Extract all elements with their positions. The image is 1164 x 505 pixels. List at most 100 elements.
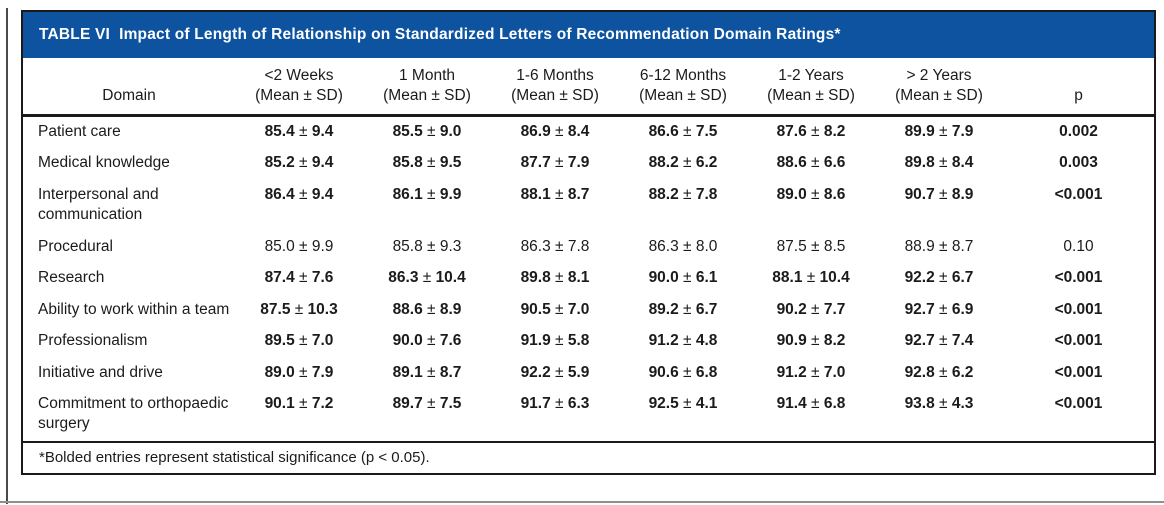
cell-value: 88.2 ± 7.8 bbox=[648, 185, 718, 203]
cell-value: 87.4 ± 7.6 bbox=[264, 269, 334, 287]
cell-value: 90.1 ± 7.2 bbox=[264, 394, 334, 412]
cell-domain: Medical knowledge bbox=[38, 154, 170, 172]
cell-domain: Procedural bbox=[38, 237, 113, 255]
cell-value: 87.5 ± 10.3 bbox=[260, 300, 338, 318]
cell-value: 92.2 ± 6.7 bbox=[904, 269, 974, 287]
cell-p-value: 0.002 bbox=[1059, 122, 1098, 140]
table-footnote: *Bolded entries represent statistical si… bbox=[23, 440, 1154, 473]
cell-value: 91.7 ± 6.3 bbox=[520, 394, 590, 412]
cell-value: 92.5 ± 4.1 bbox=[648, 394, 718, 412]
cell-value: 92.7 ± 6.9 bbox=[904, 300, 974, 318]
table-banner: TABLE VI Impact of Length of Relationshi… bbox=[23, 12, 1154, 58]
cell-value: 91.9 ± 5.8 bbox=[520, 332, 590, 350]
column-header: > 2 Years (Mean ± SD) bbox=[875, 58, 1003, 117]
cell-value: 89.2 ± 6.7 bbox=[648, 300, 718, 318]
column-header: 1 Month (Mean ± SD) bbox=[363, 58, 491, 117]
cell-value: 85.8 ± 9.3 bbox=[392, 237, 462, 255]
cell-value: 91.2 ± 7.0 bbox=[776, 363, 846, 381]
cell-value: 88.6 ± 6.6 bbox=[776, 154, 846, 172]
cell-value: 92.8 ± 6.2 bbox=[904, 363, 974, 381]
column-header: Domain bbox=[23, 58, 235, 117]
cell-domain: Professionalism bbox=[38, 332, 148, 350]
column-header: <2 Weeks (Mean ± SD) bbox=[235, 58, 363, 117]
table-row: Initiative and drive 89.0 ± 7.9 89.1 ± 8.7… bbox=[23, 358, 1154, 389]
cell-value: 90.2 ± 7.7 bbox=[776, 300, 846, 318]
page-edge-line-left bbox=[6, 8, 8, 504]
cell-value: 86.3 ± 10.4 bbox=[388, 269, 466, 287]
table-row: Commitment to orthopaedic surgery 90.1 ± 7… bbox=[23, 389, 1154, 441]
cell-value: 89.1 ± 8.7 bbox=[392, 363, 462, 381]
cell-value: 91.4 ± 6.8 bbox=[776, 394, 846, 412]
column-header: p bbox=[1003, 58, 1154, 117]
table-row: Research 87.4 ± 7.6 86.3 ± 10.4 89.8 ± 8.1 9… bbox=[23, 263, 1154, 294]
cell-value: 92.2 ± 5.9 bbox=[520, 363, 590, 381]
cell-value: 85.8 ± 9.5 bbox=[392, 154, 462, 172]
cell-value: 89.0 ± 7.9 bbox=[264, 363, 334, 381]
cell-value: 88.2 ± 6.2 bbox=[648, 154, 718, 172]
cell-p-value: <0.001 bbox=[1054, 332, 1103, 350]
cell-value: 90.7 ± 8.9 bbox=[904, 185, 974, 203]
cell-value: 85.4 ± 9.4 bbox=[264, 122, 334, 140]
cell-value: 89.0 ± 8.6 bbox=[776, 185, 846, 203]
cell-p-value: 0.10 bbox=[1063, 237, 1094, 255]
cell-value: 85.5 ± 9.0 bbox=[392, 122, 462, 140]
table-row: Procedural 85.0 ± 9.9 85.8 ± 9.3 86.3 ± 7.8… bbox=[23, 232, 1154, 263]
cell-value: 90.0 ± 7.6 bbox=[392, 332, 462, 350]
cell-value: 87.7 ± 7.9 bbox=[520, 154, 590, 172]
cell-value: 89.8 ± 8.4 bbox=[904, 154, 974, 172]
column-header: 6-12 Months (Mean ± SD) bbox=[619, 58, 747, 117]
cell-value: 89.7 ± 7.5 bbox=[392, 394, 462, 412]
cell-value: 92.7 ± 7.4 bbox=[904, 332, 974, 350]
table-number-label: TABLE VI bbox=[39, 26, 111, 43]
cell-value: 87.5 ± 8.5 bbox=[776, 237, 846, 255]
table-title: Impact of Length of Relationship on Stan… bbox=[119, 26, 841, 43]
cell-domain: Commitment to orthopaedic surgery bbox=[38, 394, 229, 433]
cell-value: 88.6 ± 8.9 bbox=[392, 300, 462, 318]
cell-value: 88.1 ± 8.7 bbox=[520, 185, 590, 203]
column-header: 1-2 Years (Mean ± SD) bbox=[747, 58, 875, 117]
cell-value: 89.8 ± 8.1 bbox=[520, 269, 590, 287]
cell-p-value: <0.001 bbox=[1054, 394, 1103, 412]
cell-value: 86.6 ± 7.5 bbox=[648, 122, 718, 140]
table-row: Interpersonal and communication 86.4 ± 9.4… bbox=[23, 180, 1154, 232]
cell-value: 93.8 ± 4.3 bbox=[904, 394, 974, 412]
cell-value: 89.9 ± 7.9 bbox=[904, 122, 974, 140]
cell-value: 85.2 ± 9.4 bbox=[264, 154, 334, 172]
cell-p-value: 0.003 bbox=[1059, 154, 1098, 172]
cell-value: 87.6 ± 8.2 bbox=[776, 122, 846, 140]
cell-domain: Interpersonal and communication bbox=[38, 185, 159, 224]
cell-value: 88.9 ± 8.7 bbox=[904, 237, 974, 255]
cell-value: 90.5 ± 7.0 bbox=[520, 300, 590, 318]
cell-p-value: <0.001 bbox=[1054, 185, 1103, 203]
cell-domain: Ability to work within a team bbox=[38, 300, 230, 318]
page-edge-line-bottom bbox=[0, 501, 1164, 503]
column-header: 1-6 Months (Mean ± SD) bbox=[491, 58, 619, 117]
cell-p-value: <0.001 bbox=[1054, 363, 1103, 381]
cell-p-value: <0.001 bbox=[1054, 300, 1103, 318]
cell-value: 85.0 ± 9.9 bbox=[264, 237, 334, 255]
table-row: Professionalism 89.5 ± 7.0 90.0 ± 7.6 91.9 … bbox=[23, 326, 1154, 357]
header-row: Domain <2 Weeks (Mean ± SD) 1 Month (Mean ± … bbox=[23, 58, 1154, 117]
cell-value: 88.1 ± 10.4 bbox=[772, 269, 850, 287]
table-row: Ability to work within a team 87.5 ± 10.3… bbox=[23, 295, 1154, 326]
cell-value: 86.3 ± 7.8 bbox=[520, 237, 590, 255]
cell-value: 86.9 ± 8.4 bbox=[520, 122, 590, 140]
domain-ratings-table: Domain <2 Weeks (Mean ± SD) 1 Month (Mean ± … bbox=[23, 58, 1154, 441]
cell-value: 90.6 ± 6.8 bbox=[648, 363, 718, 381]
cell-value: 90.0 ± 6.1 bbox=[648, 269, 718, 287]
cell-value: 91.2 ± 4.8 bbox=[648, 332, 718, 350]
cell-domain: Initiative and drive bbox=[38, 363, 163, 381]
table-vi-container: TABLE VI Impact of Length of Relationshi… bbox=[21, 10, 1156, 475]
table-row: Patient care 85.4 ± 9.4 85.5 ± 9.0 86.9 ± 8… bbox=[23, 115, 1154, 148]
table-row: Medical knowledge 85.2 ± 9.4 85.8 ± 9.5 87.… bbox=[23, 148, 1154, 179]
cell-p-value: <0.001 bbox=[1054, 269, 1103, 287]
cell-domain: Patient care bbox=[38, 122, 121, 140]
cell-value: 86.3 ± 8.0 bbox=[648, 237, 718, 255]
footnote-text: *Bolded entries represent statistical si… bbox=[39, 448, 430, 466]
table-body: Patient care 85.4 ± 9.4 85.5 ± 9.0 86.9 ± 8… bbox=[23, 115, 1154, 440]
cell-value: 86.1 ± 9.9 bbox=[392, 185, 462, 203]
cell-value: 86.4 ± 9.4 bbox=[264, 185, 334, 203]
cell-domain: Research bbox=[38, 269, 105, 287]
cell-value: 90.9 ± 8.2 bbox=[776, 332, 846, 350]
cell-value: 89.5 ± 7.0 bbox=[264, 332, 334, 350]
